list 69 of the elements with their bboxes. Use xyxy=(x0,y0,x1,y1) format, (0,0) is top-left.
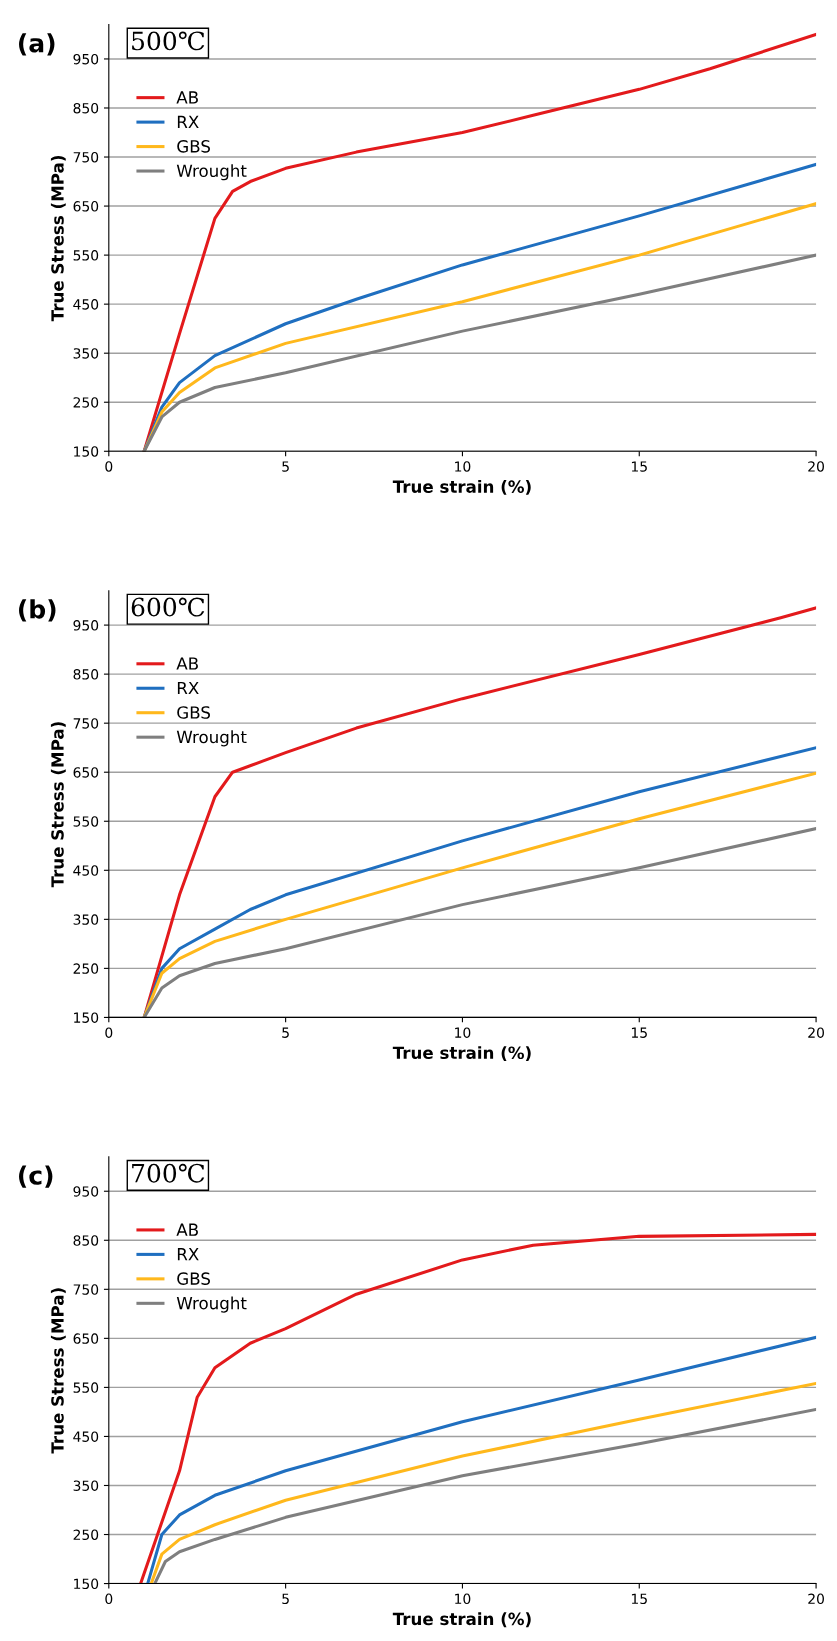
y-tick-label: 950 xyxy=(73,620,99,631)
legend-label: GBS xyxy=(177,706,210,719)
y-tick-label: 250 xyxy=(73,397,99,408)
y-tick-label: 550 xyxy=(73,816,99,827)
annotation: 500℃ xyxy=(132,31,205,51)
legend-label: RX xyxy=(177,1248,199,1261)
x-tick-label: 15 xyxy=(631,1027,647,1038)
y-tick-label: 750 xyxy=(73,1284,99,1295)
y-tick-label: 750 xyxy=(73,152,99,163)
x-tick-label: 0 xyxy=(105,1593,113,1605)
x-tick-label: 5 xyxy=(282,1027,289,1038)
x-tick-label: 10 xyxy=(455,461,471,472)
y-tick-label: 950 xyxy=(73,53,99,65)
x-tick-label: 5 xyxy=(282,461,289,472)
y-tick-label: 850 xyxy=(73,669,99,680)
line-series xyxy=(146,1335,817,1584)
legend-label: AB xyxy=(176,1223,198,1236)
legend-label: Wrought xyxy=(176,730,247,747)
y-axis-title: True Stress (MPa) xyxy=(50,1288,66,1454)
y-axis-title: True Stress (MPa) xyxy=(50,722,66,888)
y-tick-label: 450 xyxy=(73,865,99,876)
line-series xyxy=(142,253,817,452)
text: (c) xyxy=(19,1165,53,1188)
text: (b) xyxy=(19,599,56,622)
x-tick-label: 10 xyxy=(455,1593,471,1605)
y-tick-label: 650 xyxy=(73,767,99,778)
legend-label: Wrought xyxy=(176,164,247,181)
y-tick-label: 550 xyxy=(73,250,99,261)
text: (a) xyxy=(19,33,55,56)
y-tick-label: 550 xyxy=(73,1382,99,1393)
legend-label: GBS xyxy=(177,140,210,153)
legend-label: RX xyxy=(177,681,199,695)
y-tick-label: 650 xyxy=(73,1333,99,1344)
x-axis-title: True strain (%) xyxy=(392,479,531,495)
annotation: 600℃ xyxy=(131,597,205,617)
y-tick-label: 850 xyxy=(73,102,99,114)
x-axis-title: True strain (%) xyxy=(392,1046,531,1061)
y-tick-label: 650 xyxy=(73,201,99,212)
x-tick-label: 20 xyxy=(808,461,824,472)
x-axis-title: True strain (%) xyxy=(392,1612,531,1628)
y-tick-label: 450 xyxy=(73,299,99,310)
y-tick-label: 350 xyxy=(73,914,99,925)
y-tick-label: 950 xyxy=(73,1186,99,1197)
x-tick-label: 20 xyxy=(808,1593,824,1605)
legend-label: Wrought xyxy=(176,1296,247,1313)
x-tick-label: 15 xyxy=(631,1593,647,1605)
x-tick-label: 5 xyxy=(282,1593,289,1605)
annotation: 700℃ xyxy=(132,1163,205,1183)
x-tick-label: 15 xyxy=(631,461,647,472)
y-tick-label: 250 xyxy=(73,1529,99,1540)
y-tick-label: 850 xyxy=(73,1235,99,1246)
y-tick-label: 750 xyxy=(73,718,99,729)
x-tick-label: 20 xyxy=(808,1027,824,1038)
y-tick-label: 150 xyxy=(74,446,99,457)
y-tick-label: 350 xyxy=(73,1480,99,1491)
y-tick-label: 150 xyxy=(74,1578,99,1590)
y-tick-label: 450 xyxy=(73,1431,99,1442)
legend-label: RX xyxy=(177,115,199,128)
legend-label: GBS xyxy=(177,1272,210,1285)
y-axis-title: True Stress (MPa) xyxy=(50,156,66,322)
y-tick-label: 250 xyxy=(73,963,99,974)
x-tick-label: 0 xyxy=(105,1027,113,1038)
x-tick-label: 0 xyxy=(105,461,113,472)
legend-label: AB xyxy=(176,91,198,104)
legend-label: AB xyxy=(176,657,198,670)
line-series xyxy=(142,827,817,1018)
y-tick-label: 150 xyxy=(74,1012,99,1023)
y-tick-label: 350 xyxy=(73,348,99,359)
x-tick-label: 10 xyxy=(455,1027,471,1038)
